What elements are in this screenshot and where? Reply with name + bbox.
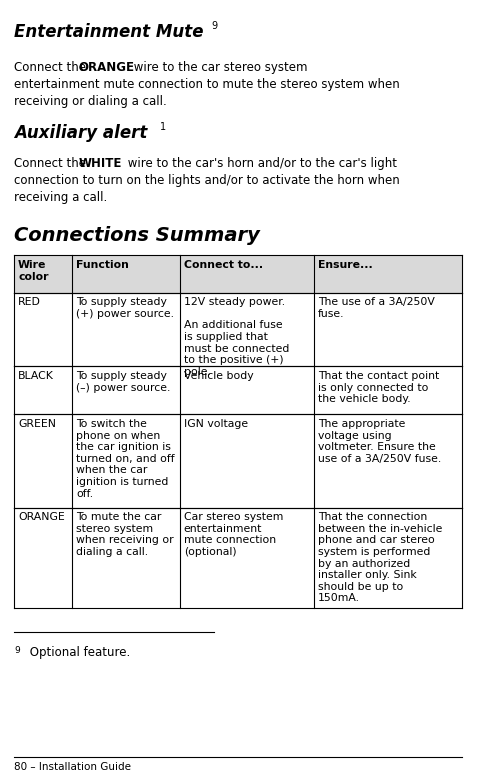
Text: Connections Summary: Connections Summary	[14, 226, 260, 244]
Text: Vehicle body: Vehicle body	[184, 371, 253, 381]
Text: GREEN: GREEN	[18, 419, 56, 429]
Text: That the contact point
is only connected to
the vehicle body.: That the contact point is only connected…	[318, 371, 439, 404]
Text: entertainment mute connection to mute the stereo system when: entertainment mute connection to mute th…	[14, 78, 400, 91]
Text: wire to the car stereo system: wire to the car stereo system	[130, 61, 308, 74]
Text: 9: 9	[212, 21, 218, 31]
Text: 1: 1	[159, 122, 166, 132]
Text: To mute the car
stereo system
when receiving or
dialing a call.: To mute the car stereo system when recei…	[76, 512, 174, 557]
Text: receiving or dialing a call.: receiving or dialing a call.	[14, 95, 167, 108]
FancyBboxPatch shape	[14, 293, 462, 366]
FancyBboxPatch shape	[14, 414, 462, 508]
Text: The appropriate
voltage using
voltmeter. Ensure the
use of a 3A/250V fuse.: The appropriate voltage using voltmeter.…	[318, 419, 441, 464]
Text: IGN voltage: IGN voltage	[184, 419, 248, 429]
Text: The use of a 3A/250V
fuse.: The use of a 3A/250V fuse.	[318, 297, 435, 319]
Text: ORANGE: ORANGE	[18, 512, 65, 522]
Text: connection to turn on the lights and/or to activate the horn when: connection to turn on the lights and/or …	[14, 174, 400, 187]
Text: RED: RED	[18, 297, 41, 307]
Text: Wire
color: Wire color	[18, 260, 49, 282]
Text: Auxiliary alert: Auxiliary alert	[14, 124, 148, 142]
Text: Connect to...: Connect to...	[184, 260, 263, 270]
Text: BLACK: BLACK	[18, 371, 54, 381]
Text: WHITE: WHITE	[79, 157, 122, 170]
Text: Optional feature.: Optional feature.	[26, 646, 130, 659]
Text: receiving a call.: receiving a call.	[14, 191, 108, 204]
FancyBboxPatch shape	[14, 508, 462, 608]
Text: To supply steady
(+) power source.: To supply steady (+) power source.	[76, 297, 174, 319]
Text: Function: Function	[76, 260, 129, 270]
Text: That the connection
between the in-vehicle
phone and car stereo
system is perfor: That the connection between the in-vehic…	[318, 512, 442, 604]
Text: Connect the: Connect the	[14, 61, 90, 74]
FancyBboxPatch shape	[14, 255, 462, 293]
Text: To switch the
phone on when
the car ignition is
turned on, and off
when the car
: To switch the phone on when the car igni…	[76, 419, 175, 499]
Text: Connect the: Connect the	[14, 157, 90, 170]
Text: Entertainment Mute: Entertainment Mute	[14, 23, 204, 41]
Text: ORANGE: ORANGE	[79, 61, 134, 74]
Text: 12V steady power.

An additional fuse
is supplied that
must be connected
to the : 12V steady power. An additional fuse is …	[184, 297, 289, 377]
Text: Car stereo system
entertainment
mute connection
(optional): Car stereo system entertainment mute con…	[184, 512, 283, 557]
Text: 9: 9	[14, 646, 20, 655]
FancyBboxPatch shape	[14, 366, 462, 414]
Text: Ensure...: Ensure...	[318, 260, 373, 270]
Text: 80 – Installation Guide: 80 – Installation Guide	[14, 762, 131, 772]
Text: wire to the car's horn and/or to the car's light: wire to the car's horn and/or to the car…	[124, 157, 397, 170]
Text: To supply steady
(–) power source.: To supply steady (–) power source.	[76, 371, 171, 393]
